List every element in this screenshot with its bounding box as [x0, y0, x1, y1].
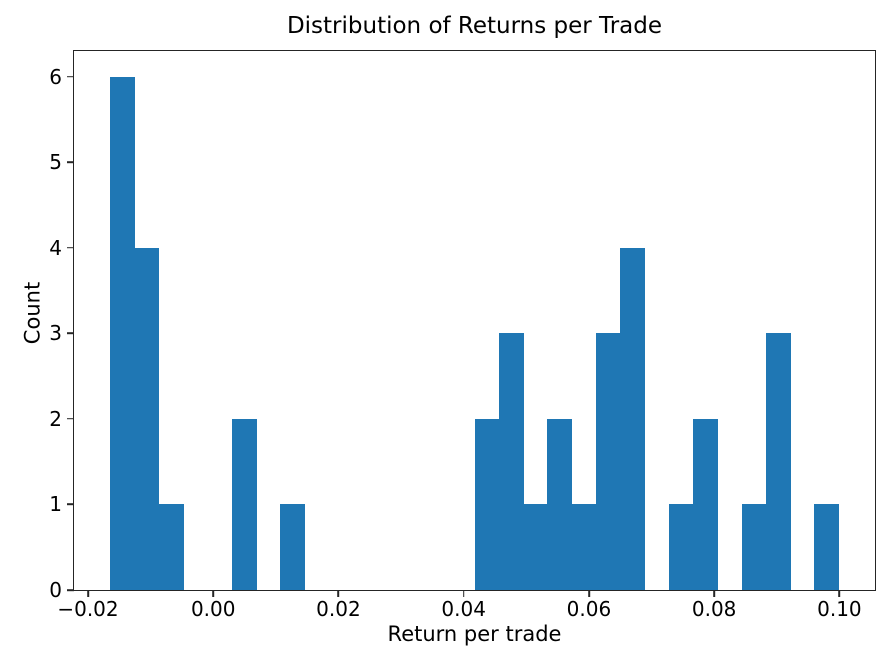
y-tick-mark [67, 503, 74, 506]
histogram-bar [547, 418, 573, 590]
histogram-bar [595, 333, 621, 590]
x-tick-label: 0.04 [441, 597, 486, 621]
y-tick-label: 5 [49, 150, 62, 175]
y-tick-label: 3 [49, 321, 62, 346]
y-tick-mark [67, 246, 74, 249]
chart-title: Distribution of Returns per Trade [286, 13, 663, 39]
x-axis-label: Return per trade [387, 622, 562, 646]
histogram-bar [498, 333, 524, 590]
histogram-bar [741, 504, 767, 590]
y-tick-mark [67, 418, 74, 420]
histogram-bar [231, 418, 257, 590]
y-tick-mark [67, 589, 74, 591]
x-tick-mark [713, 590, 715, 597]
y-tick-mark [67, 332, 74, 335]
plot-area: −0.02 0.00 0.02 0.04 0.06 0.08 0.10 0 1 2 3 4 5 6 [49, 50, 876, 621]
histogram-bar [134, 247, 160, 590]
x-tick-label: 0.06 [566, 597, 612, 621]
x-tick-mark [838, 590, 841, 597]
histogram-bar [814, 504, 840, 590]
histogram-bar [523, 504, 548, 590]
histogram-bar [280, 504, 306, 590]
histogram-bar [765, 333, 791, 590]
x-tick-mark [87, 590, 89, 597]
y-tick-label: 0 [49, 578, 62, 602]
histogram-bar [571, 504, 597, 590]
histogram-bar [474, 418, 500, 590]
histogram-bar [158, 504, 184, 590]
x-tick-mark [337, 590, 340, 597]
x-tick-label: 0.10 [817, 597, 862, 621]
y-tick-label: 4 [49, 235, 62, 260]
bars-layer [74, 51, 875, 590]
x-tick-label: 0.00 [190, 597, 236, 621]
y-tick-label: 6 [49, 64, 62, 89]
y-tick-label: 2 [49, 406, 62, 431]
y-axis-label: Count [20, 281, 45, 345]
x-tick-label: −0.02 [57, 597, 119, 621]
histogram-bar [110, 76, 136, 590]
y-tick-mark [67, 75, 74, 78]
y-tick-mark [67, 161, 74, 164]
y-tick-label: 1 [49, 492, 62, 517]
x-tick-label: 0.08 [691, 597, 737, 621]
x-tick-label: 0.02 [316, 597, 361, 621]
x-tick-mark [462, 590, 465, 597]
histogram-bar [620, 247, 645, 590]
histogram-bar [692, 418, 718, 590]
x-tick-mark [212, 590, 215, 597]
x-tick-mark [588, 590, 590, 597]
histogram-bar [668, 504, 694, 590]
